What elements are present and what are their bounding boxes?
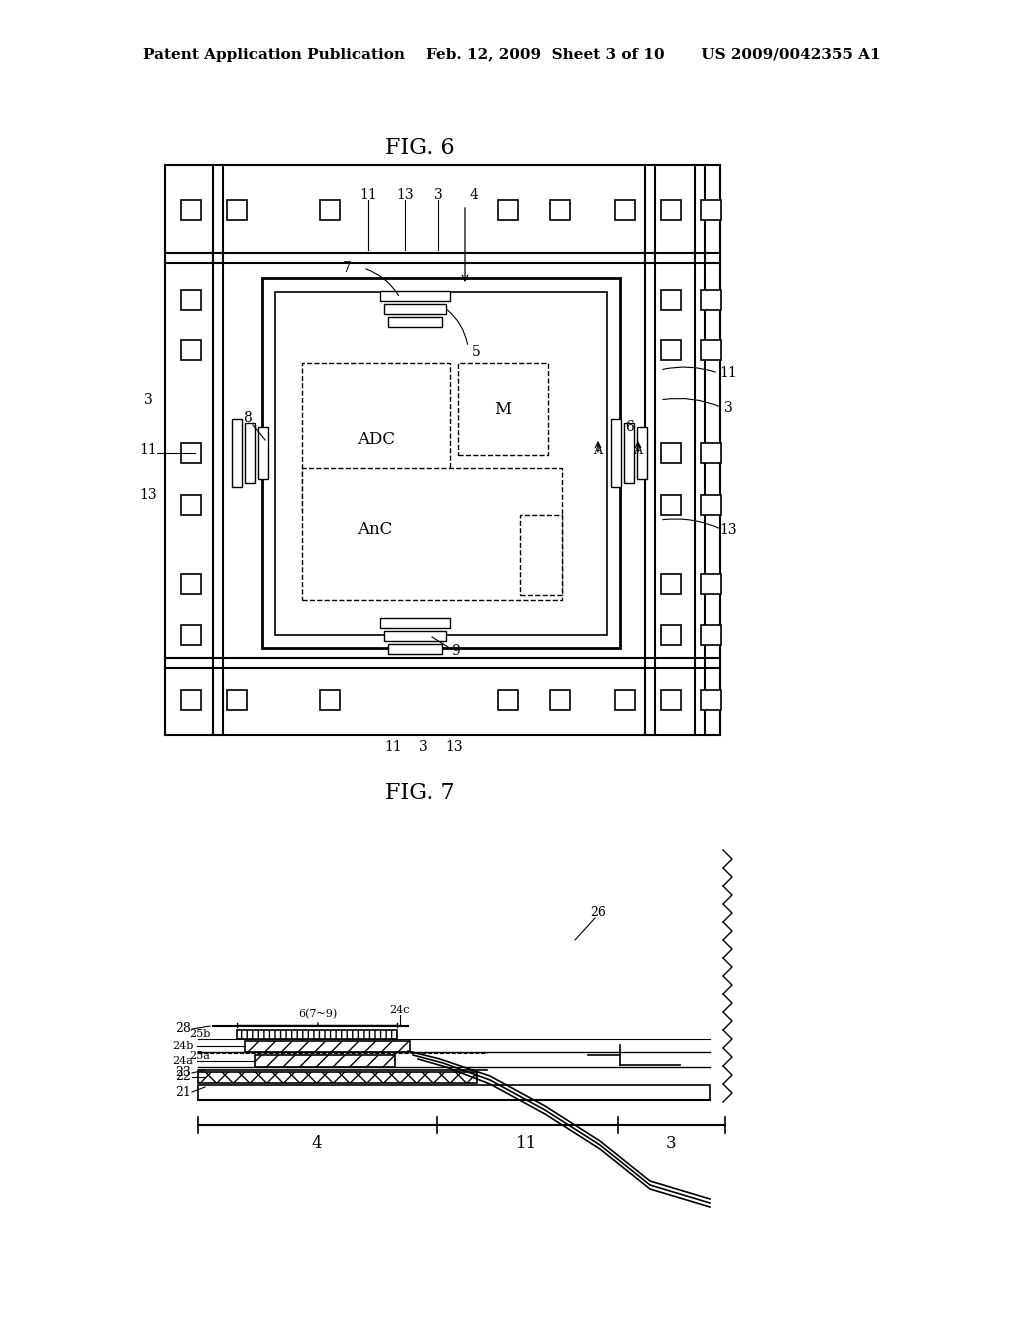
Bar xyxy=(701,624,721,645)
Bar xyxy=(637,426,647,479)
Bar xyxy=(498,690,518,710)
Bar xyxy=(181,574,201,594)
Bar xyxy=(245,422,255,483)
Bar xyxy=(611,418,621,487)
Bar xyxy=(181,690,201,710)
Bar xyxy=(232,418,242,487)
Text: 3: 3 xyxy=(724,401,732,414)
Text: 4: 4 xyxy=(470,187,478,202)
Text: 25b: 25b xyxy=(189,1030,211,1039)
Bar xyxy=(701,444,721,463)
Bar xyxy=(458,363,548,455)
Text: 23: 23 xyxy=(175,1067,190,1080)
Bar xyxy=(624,422,634,483)
Text: 26: 26 xyxy=(590,906,606,919)
Text: 11: 11 xyxy=(516,1134,538,1151)
Bar xyxy=(384,631,446,642)
Text: 21: 21 xyxy=(175,1085,190,1098)
Text: AnC: AnC xyxy=(357,521,392,539)
Bar xyxy=(319,690,340,710)
Text: A: A xyxy=(594,444,602,457)
Bar xyxy=(198,1072,477,1082)
Text: 24c: 24c xyxy=(390,1005,411,1015)
Bar xyxy=(550,690,570,710)
Text: 13: 13 xyxy=(445,741,463,754)
Bar xyxy=(662,444,681,463)
Bar xyxy=(181,495,201,515)
Text: 24a: 24a xyxy=(173,1056,194,1067)
Text: 3: 3 xyxy=(419,741,427,754)
Text: ADC: ADC xyxy=(357,432,395,449)
Text: 13: 13 xyxy=(396,187,414,202)
Text: 8: 8 xyxy=(243,411,251,425)
Bar xyxy=(662,690,681,710)
Bar xyxy=(181,341,201,360)
Text: 3: 3 xyxy=(666,1134,676,1151)
Bar xyxy=(181,290,201,310)
Bar xyxy=(380,618,450,628)
Bar xyxy=(388,644,442,653)
Bar xyxy=(520,515,562,595)
Bar xyxy=(319,201,340,220)
Bar xyxy=(662,574,681,594)
Text: 6(7~9): 6(7~9) xyxy=(298,1008,338,1019)
Text: 7: 7 xyxy=(343,261,351,275)
Bar xyxy=(662,495,681,515)
Bar xyxy=(198,1085,710,1100)
Text: 11: 11 xyxy=(719,366,737,380)
Bar xyxy=(701,574,721,594)
Text: FIG. 6: FIG. 6 xyxy=(385,137,455,158)
Bar xyxy=(498,201,518,220)
Bar xyxy=(181,444,201,463)
Text: FIG. 7: FIG. 7 xyxy=(385,781,455,804)
Bar xyxy=(550,201,570,220)
Bar xyxy=(275,292,607,635)
Text: 13: 13 xyxy=(139,488,157,502)
Bar xyxy=(701,495,721,515)
Bar xyxy=(181,624,201,645)
Text: 13: 13 xyxy=(719,523,737,537)
Text: Patent Application Publication    Feb. 12, 2009  Sheet 3 of 10       US 2009/004: Patent Application Publication Feb. 12, … xyxy=(143,48,881,62)
Text: 3: 3 xyxy=(143,393,153,407)
Text: 5: 5 xyxy=(472,345,480,359)
Bar xyxy=(701,341,721,360)
Bar xyxy=(262,279,620,648)
Text: 24b: 24b xyxy=(172,1041,194,1051)
Text: A: A xyxy=(634,444,642,457)
Bar xyxy=(701,690,721,710)
Bar xyxy=(662,201,681,220)
Text: 6: 6 xyxy=(626,420,635,434)
Bar xyxy=(384,304,446,314)
Text: 11: 11 xyxy=(384,741,401,754)
Bar xyxy=(701,290,721,310)
Text: M: M xyxy=(495,401,512,418)
Bar xyxy=(302,469,562,601)
Bar xyxy=(181,201,201,220)
Text: 25a: 25a xyxy=(189,1051,211,1061)
Bar xyxy=(615,690,635,710)
Bar xyxy=(255,1055,395,1067)
Text: 3: 3 xyxy=(433,187,442,202)
Bar xyxy=(662,341,681,360)
Bar xyxy=(662,624,681,645)
Bar xyxy=(227,690,247,710)
Text: 22: 22 xyxy=(175,1071,190,1084)
Text: 11: 11 xyxy=(359,187,377,202)
Bar xyxy=(388,317,442,327)
Text: 4: 4 xyxy=(311,1134,323,1151)
Bar xyxy=(258,426,268,479)
Text: 11: 11 xyxy=(139,444,157,457)
Text: 28: 28 xyxy=(175,1023,190,1035)
Bar xyxy=(245,1041,410,1052)
Bar xyxy=(227,201,247,220)
Bar xyxy=(662,290,681,310)
Bar xyxy=(701,201,721,220)
Bar xyxy=(380,290,450,301)
Text: 9: 9 xyxy=(451,644,460,657)
Bar xyxy=(615,201,635,220)
Bar xyxy=(237,1030,397,1039)
Bar xyxy=(302,363,450,511)
